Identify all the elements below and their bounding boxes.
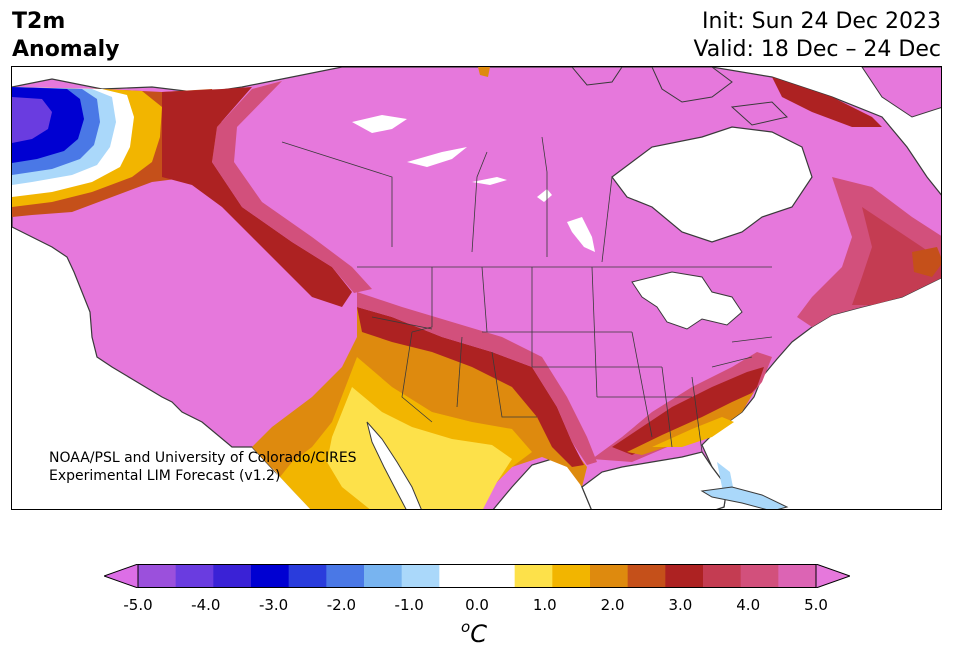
init-date: Init: Sun 24 Dec 2023 <box>702 9 941 34</box>
colorbar-segment <box>665 564 704 588</box>
ne-canada-red-band <box>852 207 941 305</box>
forecast-dates: Init: Sun 24 Dec 2023 Valid: 18 Dec – 24… <box>693 8 941 64</box>
colorbar-tick-label: -4.0 <box>191 596 221 614</box>
west-us-red-band <box>357 307 584 467</box>
colorbar-extend-low <box>104 564 139 588</box>
colorbar-ticks: -5.0 -4.0 -3.0 -2.0 -1.0 0.0 1.0 2.0 3.0 4.0 5.0 <box>0 596 953 616</box>
greenland-tip <box>861 67 941 118</box>
baffin-island-orange <box>478 67 490 77</box>
alaska-purple-band <box>12 97 52 143</box>
colorbar-segment <box>590 564 629 588</box>
colorbar-border <box>137 564 817 588</box>
colorbar-segment <box>401 564 440 588</box>
colorbar-segment <box>627 564 666 588</box>
colorbar-segment <box>778 564 817 588</box>
unit-label: oC <box>461 618 487 648</box>
southwest-pale-yellow <box>327 387 512 509</box>
southeast-yellow-band <box>652 417 734 447</box>
colorbar-tick-label: -1.0 <box>394 596 424 614</box>
southeast-orange-band <box>627 392 754 455</box>
great-bear-lake <box>352 115 407 133</box>
colorbar-segment <box>288 564 327 588</box>
cuba <box>700 486 789 509</box>
unit-superscript: o <box>461 618 471 636</box>
credit-line-2: Experimental LIM Forecast (v1.2) <box>49 468 281 484</box>
map-svg <box>12 67 941 509</box>
colorbar-extend-high <box>815 564 850 588</box>
title-line-2: Anomaly <box>12 37 120 62</box>
colorbar-tick-label: -5.0 <box>123 596 153 614</box>
lake-athabasca <box>472 177 507 185</box>
title-line-1: T2m <box>12 9 66 34</box>
colorbar-segment <box>251 564 290 588</box>
colorbar-tick-label: 1.0 <box>532 596 557 614</box>
southeast-red-band <box>612 367 764 455</box>
colorbar-tick-label: 0.0 <box>465 596 489 614</box>
colorbar-segment <box>477 564 516 588</box>
west-us-rose-band <box>357 292 597 465</box>
colorbar-tick-label: -3.0 <box>258 596 289 614</box>
colorbar-tick-label: 4.0 <box>736 596 761 614</box>
greenland-red-band <box>772 77 882 127</box>
valid-range: Valid: 18 Dec – 24 Dec <box>693 37 941 62</box>
colorbar-segment <box>213 564 252 588</box>
colorbar-segment <box>364 564 403 588</box>
gulf-of-california <box>366 421 422 509</box>
colorbar-segment <box>514 564 553 588</box>
nw-coast-rose-band <box>212 81 372 293</box>
newfoundland-orange <box>912 247 941 277</box>
colorbar-tick-label: 3.0 <box>668 596 693 614</box>
unit-base: C <box>470 620 487 648</box>
political-borders <box>281 136 773 453</box>
colorbar-segment <box>740 564 779 588</box>
great-slave-lake <box>407 147 467 167</box>
colorbar-segment <box>439 564 478 588</box>
reindeer-lake <box>537 189 552 202</box>
colorbar-segment <box>552 564 591 588</box>
gulf-of-mexico <box>581 451 728 509</box>
credit-line-1: NOAA/PSL and University of Colorado/CIRE… <box>49 450 357 466</box>
colorbar-tick-label: 5.0 <box>804 596 828 614</box>
great-lakes <box>631 271 743 330</box>
map-credit: NOAA/PSL and University of Colorado/CIRE… <box>49 449 357 485</box>
colorbar <box>104 564 850 588</box>
anomaly-map: NOAA/PSL and University of Colorado/CIRE… <box>11 66 942 510</box>
nw-coast-red-band <box>162 87 352 307</box>
arctic-islands <box>571 67 788 126</box>
map-title: T2m Anomaly <box>12 8 119 64</box>
hudson-bay <box>611 126 813 243</box>
colorbar-segment <box>703 564 742 588</box>
colorbar-tick-label: -2.0 <box>326 596 357 614</box>
colorbar-segment <box>175 564 214 588</box>
colorbar-segment <box>138 564 177 588</box>
colorbar-tick-label: 2.0 <box>600 596 625 614</box>
lake-winnipeg <box>567 217 595 252</box>
colorbar-segment <box>326 564 365 588</box>
